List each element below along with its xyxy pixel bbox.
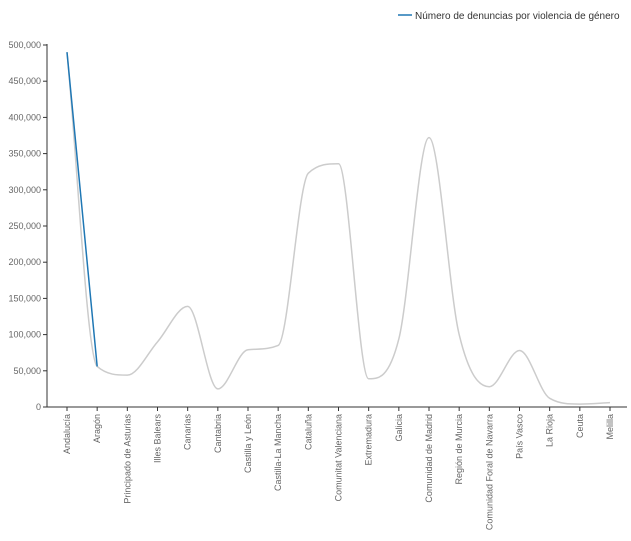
data-point[interactable]: [548, 396, 552, 400]
x-axis: Andalucía Aragón Principado de Asturias Ill…: [47, 406, 627, 530]
x-tick-label: Illes Balears: [153, 414, 163, 464]
y-tick-label: 200,000: [8, 257, 41, 267]
y-tick-label: 50,000: [13, 366, 41, 376]
y-tick-label: 300,000: [8, 185, 41, 195]
data-point[interactable]: [65, 50, 69, 54]
data-point[interactable]: [125, 373, 129, 377]
data-point[interactable]: [457, 333, 461, 337]
y-tick-label: 450,000: [8, 76, 41, 86]
x-tick-label: Comunidad de Madrid: [424, 414, 434, 503]
data-point[interactable]: [518, 349, 522, 353]
data-point[interactable]: [276, 343, 280, 347]
x-tick-label: La Rioja: [545, 414, 555, 447]
legend: Número de denuncias por violencia de gén…: [398, 11, 620, 22]
legend-label: Número de denuncias por violencia de gén…: [415, 11, 620, 22]
x-tick-label: Ceuta: [575, 414, 585, 438]
x-tick-label: Andalucía: [62, 414, 72, 454]
data-point[interactable]: [156, 340, 160, 344]
series-line-context: [66, 52, 611, 405]
data-point[interactable]: [487, 385, 491, 389]
x-tick-label: Cantabria: [213, 414, 223, 453]
y-tick-label: 100,000: [8, 330, 41, 340]
data-point[interactable]: [95, 364, 99, 368]
data-point[interactable]: [216, 387, 220, 391]
y-tick-label: 500,000: [8, 40, 41, 50]
data-point[interactable]: [246, 348, 250, 352]
x-tick-label: País Vasco: [515, 414, 525, 459]
series-line-highlight: [66, 52, 98, 367]
data-point[interactable]: [367, 377, 371, 381]
data-point[interactable]: [397, 337, 401, 341]
x-tick-label: Región de Murcia: [454, 414, 464, 485]
x-tick-label: Castilla y León: [243, 414, 253, 473]
x-tick-label: Galicia: [394, 414, 404, 442]
data-point[interactable]: [186, 304, 190, 308]
x-tick-label: Comunitat Valenciana: [334, 414, 344, 501]
y-axis: 0 50,000 100,000 150,000 200,000 250,000 300,0…: [8, 40, 48, 412]
y-tick-label: 150,000: [8, 293, 41, 303]
data-point[interactable]: [608, 401, 612, 405]
x-tick-label: Comunidad Foral de Navarra: [484, 414, 494, 530]
y-tick-label: 350,000: [8, 149, 41, 159]
data-point[interactable]: [427, 136, 431, 140]
data-point[interactable]: [306, 171, 310, 175]
x-tick-label: Extremadura: [364, 414, 374, 466]
y-tick-label: 400,000: [8, 112, 41, 122]
x-tick-label: Principado de Asturias: [122, 414, 132, 504]
x-tick-label: Canarias: [183, 414, 193, 451]
data-point[interactable]: [578, 402, 582, 406]
x-tick-label: Castilla-La Mancha: [273, 414, 283, 491]
x-tick-label: Melilla: [605, 414, 615, 440]
x-tick-label: Aragón: [92, 414, 102, 443]
y-tick-label: 250,000: [8, 221, 41, 231]
data-point[interactable]: [337, 162, 341, 166]
y-tick-label: 0: [36, 402, 41, 412]
x-tick-label: Cataluña: [303, 414, 313, 450]
plot-area: [65, 50, 612, 406]
